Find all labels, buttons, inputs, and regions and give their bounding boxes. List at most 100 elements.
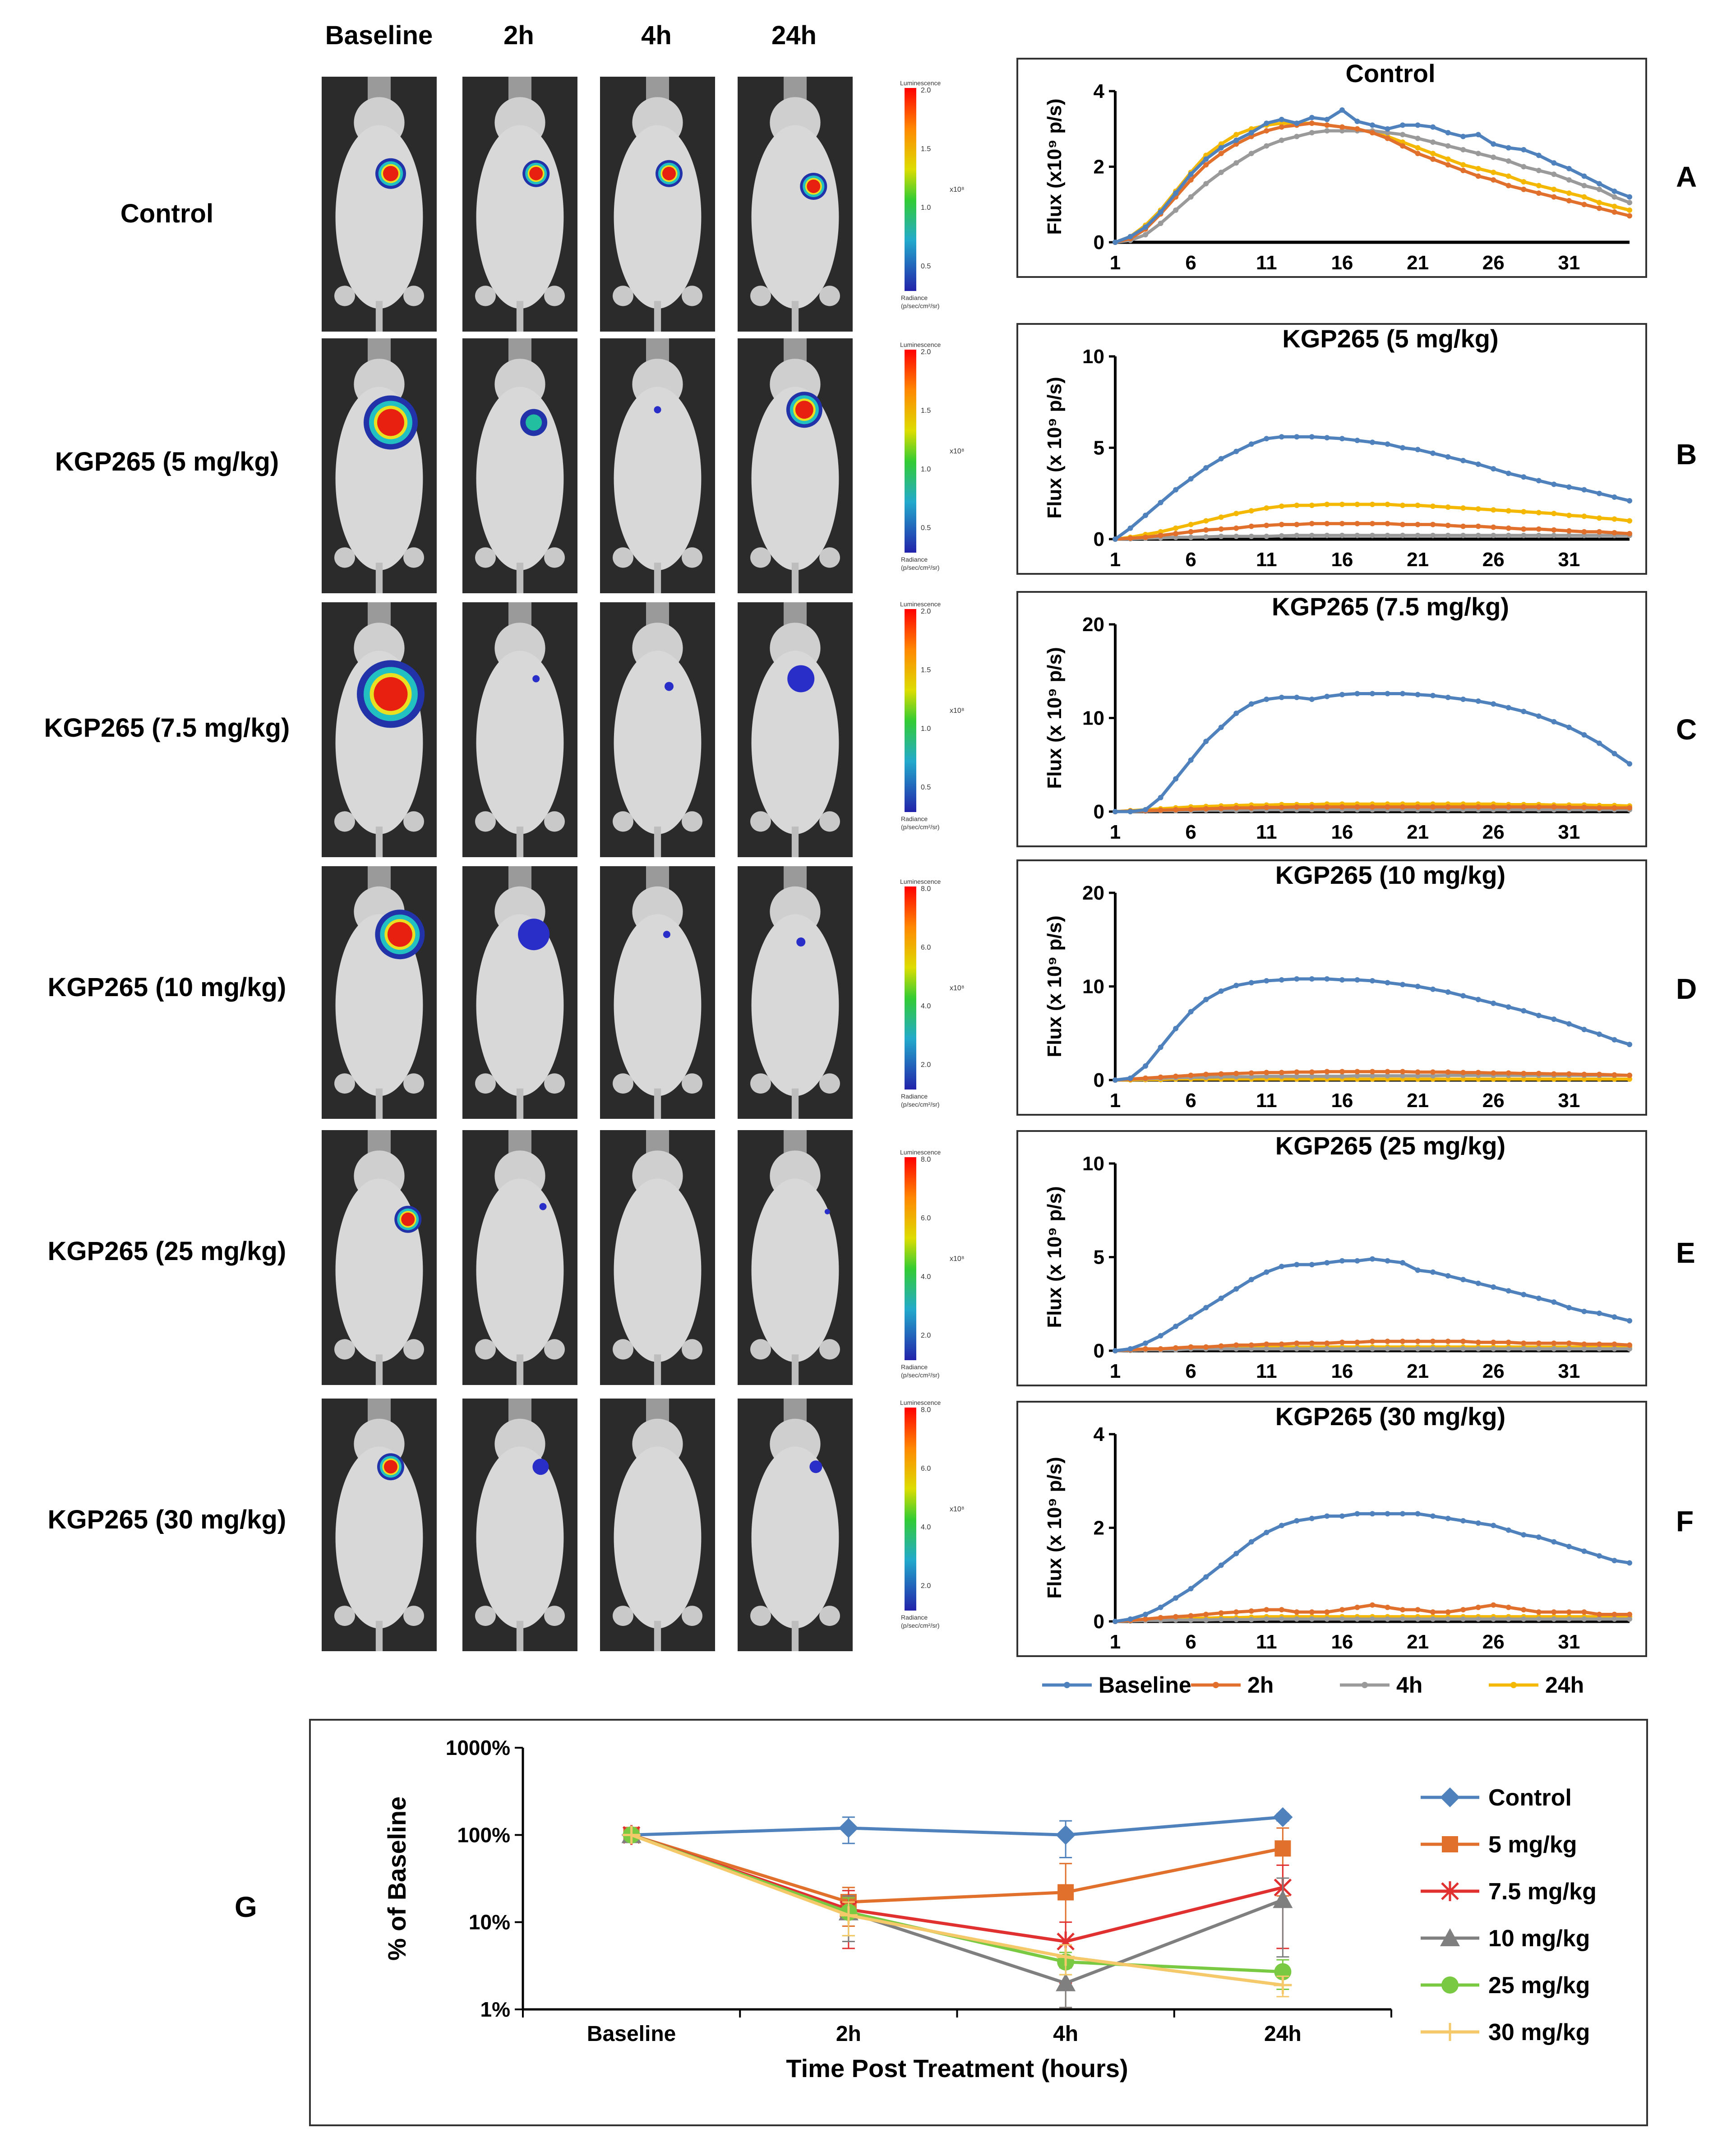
mouse-figure	[475, 1130, 565, 1385]
data-point	[1248, 980, 1254, 986]
data-point	[1279, 1070, 1284, 1076]
data-point	[1581, 194, 1587, 200]
data-point	[1460, 1607, 1466, 1613]
data-point	[1233, 1286, 1239, 1292]
data-point	[1491, 1284, 1496, 1290]
data-point	[1173, 190, 1179, 196]
data-point	[1324, 532, 1330, 538]
data-point	[1491, 701, 1496, 707]
data-point	[1339, 1616, 1345, 1622]
data-point	[1475, 997, 1481, 1002]
colorscale-gradient	[905, 350, 916, 553]
data-point	[1248, 1070, 1254, 1076]
signal-blob	[824, 1209, 830, 1214]
data-point	[1279, 1264, 1284, 1270]
data-point	[1415, 983, 1421, 989]
data-point	[1218, 1343, 1224, 1349]
data-point	[1566, 512, 1572, 518]
data-point	[1057, 1948, 1075, 1966]
data-point	[1551, 1539, 1557, 1545]
data-point	[1415, 1069, 1421, 1075]
data-point	[1264, 143, 1270, 149]
data-point	[1339, 1258, 1345, 1264]
mouse-figure	[334, 602, 425, 857]
data-point	[1294, 532, 1300, 538]
data-point	[1339, 521, 1345, 526]
y-tick-label: 20	[1082, 614, 1104, 636]
data-point	[1521, 1607, 1527, 1613]
data-point	[1339, 107, 1345, 113]
data-point	[1370, 1616, 1375, 1622]
data-point	[1400, 1607, 1406, 1613]
mouse-figure	[613, 1130, 702, 1385]
data-point	[1309, 521, 1315, 526]
data-point	[1203, 181, 1209, 187]
data-point	[1309, 1515, 1315, 1521]
data-point	[1173, 525, 1179, 531]
mouse-paw	[819, 1073, 840, 1094]
mouse-body	[476, 387, 564, 571]
data-point	[1460, 505, 1466, 511]
colorscale-title: Luminescence	[900, 1149, 941, 1156]
data-point	[1264, 128, 1270, 134]
legend-label: 25 mg/kg	[1488, 1972, 1590, 1999]
mouse-tail	[516, 301, 524, 332]
data-point	[1339, 804, 1345, 810]
data-point	[1309, 503, 1315, 508]
colorscale-unit: Radiance	[901, 1363, 928, 1371]
data-point	[1264, 505, 1270, 511]
data-point	[1596, 1553, 1602, 1559]
mouse-figure	[475, 338, 565, 593]
data-point	[1566, 1340, 1572, 1346]
legend-panels-a-f: Baseline 2h 4h 24h	[1042, 1672, 1584, 1698]
panel-letter-d: D	[1676, 973, 1697, 1005]
data-point	[1460, 167, 1466, 173]
data-point	[1203, 527, 1209, 533]
colorscale-tick: 4.0	[921, 1002, 931, 1010]
data-point	[1475, 1070, 1481, 1076]
x-tick-label: 26	[1482, 1360, 1505, 1382]
mouse-image	[600, 338, 715, 593]
legend-marker	[1362, 1682, 1368, 1688]
mouse-tail	[791, 1621, 799, 1651]
mouse-tail	[654, 563, 661, 593]
data-point	[1581, 173, 1587, 179]
data-point	[1158, 794, 1163, 800]
signal-blob	[807, 179, 821, 193]
mouse-body	[335, 1446, 423, 1629]
data-point	[1536, 1534, 1542, 1540]
data-point	[1536, 152, 1542, 158]
data-point	[1445, 532, 1451, 538]
data-point	[1611, 1341, 1617, 1347]
data-point	[1551, 160, 1557, 166]
signal-blob	[387, 922, 412, 947]
colorscale-tick: 2.0	[921, 348, 931, 356]
data-point	[1294, 434, 1300, 440]
data-point	[1551, 1616, 1557, 1622]
data-point	[1521, 708, 1527, 714]
data-point	[1627, 213, 1632, 219]
data-point	[1339, 1513, 1345, 1519]
data-point	[1385, 1511, 1390, 1517]
data-point	[1248, 805, 1254, 811]
data-point	[1127, 234, 1133, 240]
data-point	[1233, 132, 1239, 138]
x-tick-label: 21	[1407, 1631, 1429, 1653]
data-point	[1279, 1616, 1284, 1622]
data-point	[1248, 701, 1254, 707]
chart-title: KGP265 (5 mg/kg)	[1282, 325, 1498, 353]
chart-title: KGP265 (7.5 mg/kg)	[1272, 593, 1509, 621]
data-point	[1440, 1787, 1460, 1807]
data-point	[1627, 207, 1632, 213]
chart-title: Control	[1345, 60, 1435, 88]
data-point	[1158, 209, 1163, 215]
mouse-paw	[613, 1606, 633, 1626]
data-point	[1430, 139, 1436, 145]
data-point	[1400, 122, 1406, 128]
mouse-paw	[750, 286, 771, 306]
x-tick-label: 24h	[1264, 2022, 1302, 2046]
data-point	[1324, 1609, 1330, 1615]
x-tick-label: 6	[1185, 821, 1196, 843]
data-point	[1309, 120, 1315, 126]
data-point	[1370, 1073, 1375, 1079]
